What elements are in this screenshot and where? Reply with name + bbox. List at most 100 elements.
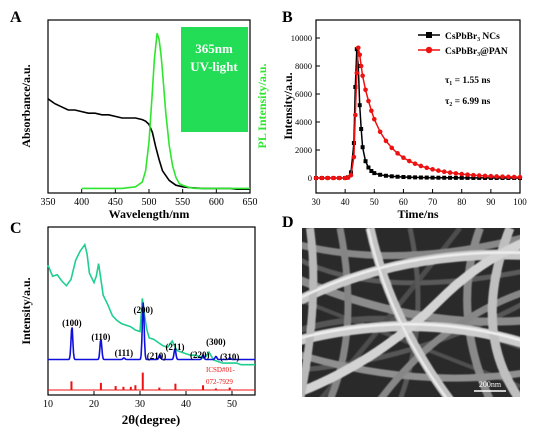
pan-decay-marker (459, 171, 465, 177)
ncs-decay-marker (424, 175, 429, 180)
b-x-tick-label: 60 (399, 197, 409, 207)
hkl-label: (310) (220, 352, 240, 362)
panel-a: A 365nm UV-light 350 400 450 500 550 600 650 W… (10, 9, 269, 221)
pan-decay-marker (465, 172, 470, 177)
pan-decay-marker (471, 172, 476, 178)
panel-a-lines (47, 32, 250, 190)
uv-inset-line1: 365nm (195, 41, 233, 56)
pan-decay-marker (319, 175, 325, 181)
hkl-label: (110) (91, 332, 110, 342)
b-x-tick-label: 40 (341, 197, 351, 207)
panel-a-x-label: Wavelength/nm (109, 207, 190, 221)
pan-decay-marker (494, 174, 499, 179)
ncs-decay-marker (360, 145, 365, 150)
ncs-decay-marker (477, 175, 482, 180)
pan-decay-marker (506, 174, 511, 180)
panel-c-peak-labels: (100) (110) (111) (200) (210)(211) (220) (300)… (62, 305, 239, 362)
pan-decay-marker (369, 108, 374, 114)
panel-c: C 10 20 30 40 50 2θ(degree) Intensity/a.u. (… (10, 220, 256, 427)
pan-decay-marker (430, 167, 435, 172)
ncs-decay-line (316, 49, 520, 179)
panel-b-y-label: Intensity/a.u. (281, 72, 295, 139)
ncs-decay-marker (378, 172, 383, 177)
pan-decay-marker (355, 45, 361, 51)
pan-decay-marker (366, 98, 371, 104)
pan-decay-marker (337, 175, 342, 181)
pan-decay-marker (500, 174, 505, 179)
ncs-decay-marker (356, 64, 361, 68)
pan-decay-marker (412, 161, 418, 167)
b-x-tick-label: 70 (428, 197, 438, 207)
pan-decay-marker (476, 173, 482, 178)
ncs-decay-marker (372, 171, 377, 176)
tau1-annotation: τ₁ = 1.55 ns (445, 76, 491, 86)
c-x-tick-label: 20 (89, 399, 99, 410)
ncs-decay-marker (465, 175, 470, 180)
tau2-annotation: τ₂ = 6.99 ns (445, 97, 491, 107)
pan-decay-marker (488, 173, 494, 179)
b-y-tick-label: 8000 (295, 61, 312, 71)
b-x-tick-label: 90 (486, 197, 496, 207)
ncs-decay-marker (413, 175, 418, 180)
panel-c-y-label: Intensity/a.u. (19, 277, 33, 344)
c-x-tick-label: 50 (227, 399, 237, 410)
a-x-tick-label: 450 (108, 197, 123, 208)
pan-decay-marker (371, 116, 377, 122)
panel-c-lines (47, 242, 255, 391)
pan-decay-marker (351, 154, 357, 160)
panel-c-x-label: 2θ(degree) (122, 412, 181, 427)
pan-decay-marker (325, 175, 330, 181)
pan-decay-marker (357, 52, 363, 58)
panel-d-label: D (282, 214, 294, 231)
ncs-decay-marker (459, 175, 464, 180)
pan-decay-marker (436, 168, 441, 173)
panel-a-x-ticks: 350 400 450 500 550 600 650 (41, 189, 258, 208)
uv-inset-line2: UV-light (190, 59, 238, 74)
a-x-tick-label: 600 (209, 197, 224, 208)
legend-label-ncs: CsPbBr₃ NCs (445, 32, 500, 42)
ncs-decay-marker (353, 85, 358, 89)
pan-decay-marker (511, 174, 517, 180)
b-x-tick-label: 30 (312, 197, 322, 207)
b-y-tick-label: 2000 (295, 145, 312, 155)
ncs-decay-marker (366, 165, 371, 170)
legend-marker-ncs (426, 32, 432, 38)
ncs-decay-marker (363, 159, 368, 164)
pan-decay-marker (348, 172, 354, 178)
uv-inset-photo (181, 27, 248, 132)
pan-decay-marker (424, 165, 430, 171)
pan-decay-marker (331, 175, 336, 181)
pan-decay-marker (395, 151, 400, 156)
ncs-decay-marker (369, 169, 374, 173)
legend-label-pan: CsPbBr₃@PAN (445, 47, 508, 57)
panel-b-label: B (282, 9, 293, 26)
pl-line (81, 32, 250, 190)
pan-decay-marker (360, 73, 365, 79)
a-x-tick-label: 550 (175, 197, 190, 208)
ref-card-label-2: 072-7929 (206, 378, 233, 386)
pan-decay-marker (354, 70, 360, 76)
panel-b-frame (315, 19, 521, 194)
ref-card-label-1: ICSD#01- (206, 366, 235, 374)
ncs-decay-marker (430, 175, 435, 180)
pan-decay-marker (377, 129, 383, 135)
legend-marker-pan (425, 46, 433, 54)
b-x-tick-label: 50 (370, 197, 380, 207)
panel-c-x-ticks: 10 20 30 40 50 (43, 391, 237, 410)
a-x-tick-label: 500 (142, 197, 157, 208)
panel-d: D (282, 214, 520, 397)
ncs-decay-marker (453, 175, 458, 180)
pan-decay-marker (406, 158, 412, 164)
b-y-tick-label: 4000 (295, 117, 312, 127)
a-x-tick-label: 350 (41, 197, 56, 208)
hkl-label: (300) (206, 337, 226, 347)
panel-c-label: C (10, 220, 22, 237)
b-x-tick-label: 100 (513, 197, 527, 207)
ncs-decay-marker (357, 103, 362, 108)
ncs-decay-marker (436, 175, 441, 180)
c-x-tick-label: 30 (135, 399, 145, 410)
c-x-tick-label: 40 (181, 399, 191, 410)
scale-bar-label: 200nm (479, 380, 502, 389)
pan-decay-marker (383, 138, 389, 144)
hkl-label: (111) (115, 348, 134, 358)
